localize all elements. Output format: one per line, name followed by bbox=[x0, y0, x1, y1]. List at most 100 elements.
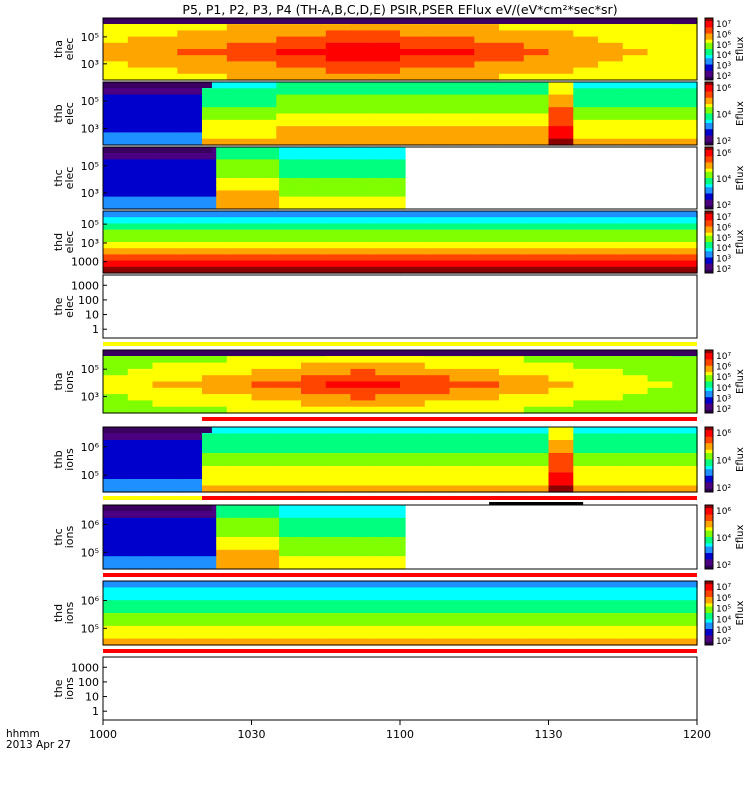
heatmap-cell bbox=[375, 638, 401, 646]
heatmap-cell bbox=[228, 549, 242, 557]
y-tick-label: 10⁵ bbox=[81, 95, 99, 108]
heatmap-cell bbox=[598, 88, 624, 96]
heatmap-cell bbox=[325, 55, 352, 62]
heatmap-cell bbox=[672, 266, 698, 274]
colorbar-step bbox=[705, 440, 713, 444]
heatmap-cell bbox=[202, 266, 228, 274]
heatmap-cell bbox=[127, 453, 154, 461]
heatmap-cell bbox=[523, 30, 550, 38]
heatmap-cell bbox=[400, 459, 426, 467]
heatmap-cell bbox=[573, 368, 599, 376]
heatmap-cell bbox=[177, 381, 203, 389]
heatmap-cell bbox=[499, 440, 525, 448]
heatmap-cell bbox=[400, 211, 426, 218]
heatmap-cell bbox=[379, 171, 393, 179]
heatmap-cell bbox=[153, 196, 167, 204]
time-units-label: hhmm bbox=[6, 728, 40, 740]
heatmap-cell bbox=[152, 260, 178, 268]
heatmap-cell bbox=[115, 190, 129, 198]
heatmap-cell bbox=[474, 587, 500, 595]
heatmap-cell bbox=[140, 171, 154, 179]
heatmap-cell bbox=[523, 466, 550, 474]
heatmap-cell bbox=[573, 67, 599, 75]
heatmap-cell bbox=[375, 67, 401, 75]
heatmap-cell bbox=[400, 625, 426, 633]
heatmap-cell bbox=[647, 387, 673, 395]
heatmap-cell bbox=[672, 356, 698, 364]
heatmap-cell bbox=[165, 556, 180, 564]
heatmap-cell bbox=[424, 119, 451, 127]
heatmap-cell bbox=[375, 49, 401, 56]
heatmap-cell bbox=[647, 138, 673, 146]
heatmap-cell bbox=[128, 537, 142, 544]
heatmap-cell bbox=[548, 126, 574, 133]
colorbar-step bbox=[705, 384, 713, 389]
colorbar-tick-label: 10² bbox=[716, 201, 731, 211]
heatmap-cell bbox=[449, 453, 475, 461]
heatmap-cell bbox=[276, 387, 302, 395]
heatmap-cell bbox=[548, 638, 574, 646]
heatmap-cell bbox=[301, 638, 327, 646]
heatmap-cell bbox=[152, 453, 178, 461]
heatmap-cell bbox=[598, 479, 624, 487]
heatmap-cell bbox=[598, 61, 624, 69]
heatmap-cell bbox=[251, 132, 277, 140]
heatmap-cell bbox=[228, 184, 242, 191]
colorbar-step bbox=[705, 527, 713, 532]
heatmap-cell bbox=[325, 248, 352, 255]
colorbar-step bbox=[705, 196, 713, 201]
heatmap-cell bbox=[226, 613, 253, 620]
heatmap-cell bbox=[325, 600, 352, 608]
heatmap-cell bbox=[647, 472, 673, 480]
heatmap-cell bbox=[672, 223, 698, 231]
heatmap-cell bbox=[177, 24, 203, 31]
heatmap-cell bbox=[548, 94, 574, 102]
heatmap-cell bbox=[622, 61, 649, 69]
heatmap-cell bbox=[202, 619, 228, 627]
heatmap-cell bbox=[598, 459, 624, 467]
colorbar-step bbox=[705, 64, 713, 69]
heatmap-cell bbox=[301, 472, 327, 480]
heatmap-cell bbox=[202, 362, 228, 370]
colorbar-step bbox=[705, 254, 713, 258]
heatmap-cell bbox=[350, 453, 376, 461]
heatmap-cell bbox=[367, 530, 381, 538]
colorbar-step bbox=[705, 629, 713, 633]
heatmap-cell bbox=[241, 562, 255, 570]
heatmap-cell bbox=[251, 479, 277, 487]
heatmap-cell bbox=[316, 171, 331, 179]
heatmap-cell bbox=[573, 400, 599, 408]
heatmap-cell bbox=[647, 88, 673, 96]
heatmap-cell bbox=[152, 88, 178, 96]
heatmap-cell bbox=[301, 94, 327, 102]
heatmap-cell bbox=[375, 625, 401, 633]
y-tick-label: 10³ bbox=[81, 123, 99, 136]
heatmap-cell bbox=[672, 49, 698, 56]
heatmap-cell bbox=[474, 446, 500, 454]
heatmap-cell bbox=[400, 254, 426, 262]
heatmap-cell bbox=[140, 517, 154, 525]
heatmap-cell bbox=[474, 356, 500, 364]
heatmap-cell bbox=[202, 36, 228, 44]
heatmap-cell bbox=[598, 368, 624, 376]
heatmap-cell bbox=[276, 606, 302, 614]
heatmap-cell bbox=[202, 138, 228, 146]
heatmap-cell bbox=[228, 178, 242, 185]
heatmap-cell bbox=[573, 356, 599, 364]
panel-frame bbox=[102, 146, 698, 210]
heatmap-cell bbox=[153, 184, 167, 191]
colorbar-step bbox=[705, 390, 713, 395]
heatmap-cell bbox=[202, 406, 228, 414]
colorbar-step bbox=[705, 362, 713, 367]
heatmap-cell bbox=[266, 184, 280, 191]
heatmap-cell bbox=[375, 55, 401, 62]
heatmap-cell bbox=[573, 387, 599, 395]
heatmap-cell bbox=[350, 368, 376, 376]
heatmap-cell bbox=[647, 211, 673, 218]
heatmap-cell bbox=[202, 61, 228, 69]
heatmap-cell bbox=[228, 505, 242, 512]
heatmap-cell bbox=[325, 387, 352, 395]
heatmap-cell bbox=[152, 638, 178, 646]
heatmap-cell bbox=[392, 165, 406, 173]
heatmap-cell bbox=[499, 362, 525, 370]
